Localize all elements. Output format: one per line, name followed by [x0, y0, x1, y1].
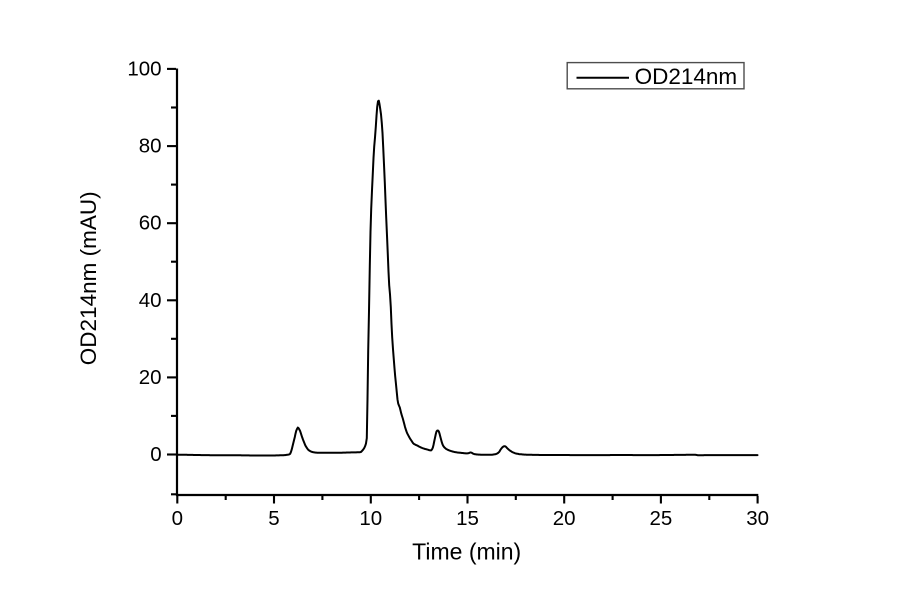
- svg-text:15: 15: [456, 507, 479, 530]
- svg-text:OD214nm: OD214nm: [635, 64, 738, 89]
- svg-text:20: 20: [553, 507, 576, 530]
- svg-text:80: 80: [139, 135, 162, 158]
- svg-text:OD214nm (mAU): OD214nm (mAU): [76, 191, 101, 365]
- svg-text:30: 30: [746, 507, 769, 530]
- svg-text:25: 25: [649, 507, 672, 530]
- svg-text:40: 40: [139, 289, 162, 312]
- svg-text:20: 20: [139, 366, 162, 389]
- svg-text:100: 100: [127, 57, 161, 80]
- svg-text:5: 5: [268, 507, 279, 530]
- svg-text:0: 0: [172, 507, 183, 530]
- svg-text:0: 0: [150, 443, 161, 466]
- svg-text:10: 10: [359, 507, 382, 530]
- svg-text:Time (min): Time (min): [412, 538, 521, 564]
- svg-text:60: 60: [139, 212, 162, 235]
